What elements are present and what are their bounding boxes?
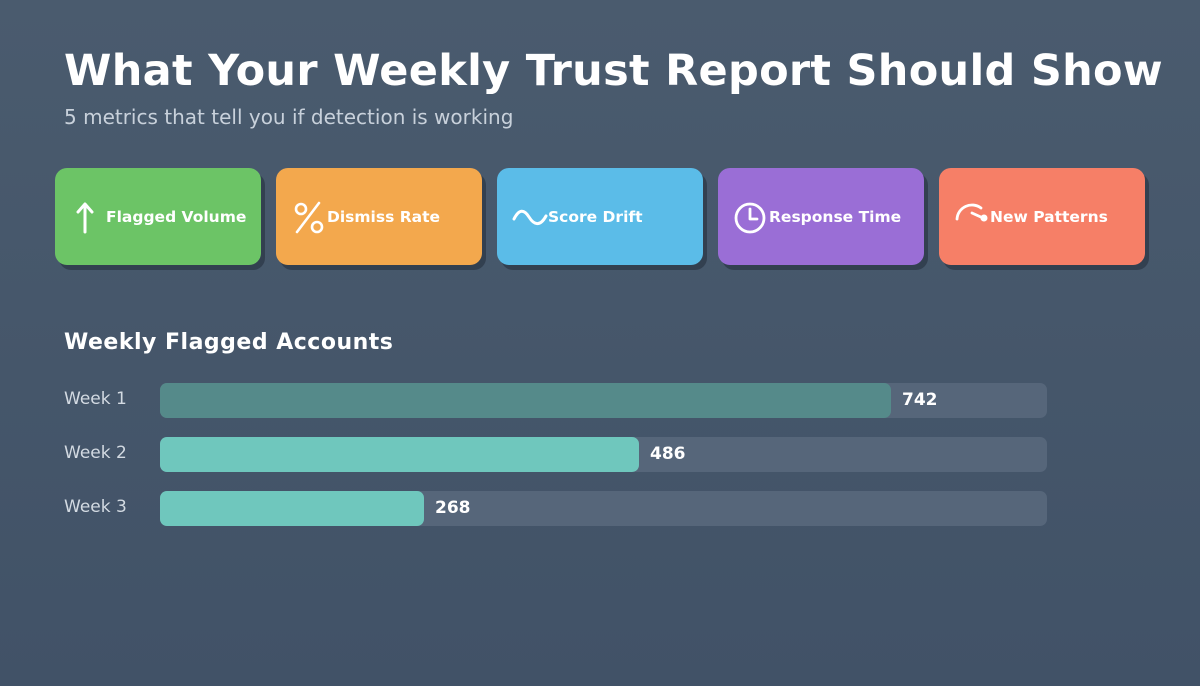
metric-card-label: Response Time	[769, 207, 902, 226]
gauge-icon	[954, 199, 990, 235]
bar-track: 742	[160, 383, 1047, 418]
metric-card-flagged-volume[interactable]: Flagged Volume	[55, 168, 261, 265]
metric-card-label: New Patterns	[990, 207, 1108, 226]
bar	[160, 437, 639, 472]
bar-category-label: Week 1	[64, 389, 127, 409]
bar-row: Week 2 486	[64, 437, 1064, 472]
bar-category-label: Week 3	[64, 497, 127, 517]
bar-track: 486	[160, 437, 1047, 472]
page-title: What Your Weekly Trust Report Should Sho…	[64, 46, 1163, 96]
bar-value-label: 268	[435, 498, 471, 518]
wave-icon	[512, 199, 548, 235]
metric-card-dismiss-rate[interactable]: Dismiss Rate	[276, 168, 482, 265]
chart-title: Weekly Flagged Accounts	[64, 330, 394, 355]
bar	[160, 491, 424, 526]
metric-card-new-patterns[interactable]: New Patterns	[939, 168, 1145, 265]
bar-chart: Week 1 742 Week 2 486 Week 3 268	[64, 383, 1064, 545]
metric-cards: Flagged Volume Dismiss Rate Score Drift …	[55, 168, 1145, 265]
bar-row: Week 3 268	[64, 491, 1064, 526]
bar-track: 268	[160, 491, 1047, 526]
percent-icon	[291, 199, 327, 235]
metric-card-label: Dismiss Rate	[327, 207, 441, 226]
bar-category-label: Week 2	[64, 443, 127, 463]
arrow-up-icon	[70, 199, 106, 235]
metric-card-label: Score Drift	[548, 207, 643, 226]
clock-icon	[733, 199, 769, 235]
bar-value-label: 742	[902, 390, 938, 410]
bar-value-label: 486	[650, 444, 686, 464]
metric-card-score-drift[interactable]: Score Drift	[497, 168, 703, 265]
bar-row: Week 1 742	[64, 383, 1064, 418]
bar	[160, 383, 891, 418]
metric-card-response-time[interactable]: Response Time	[718, 168, 924, 265]
page-subtitle: 5 metrics that tell you if detection is …	[64, 105, 514, 129]
metric-card-label: Flagged Volume	[106, 207, 247, 226]
